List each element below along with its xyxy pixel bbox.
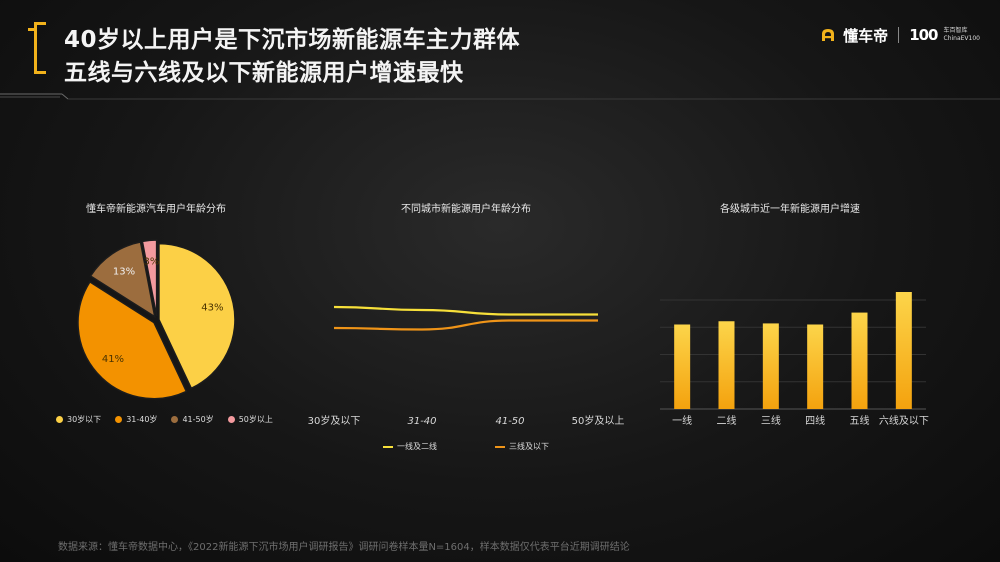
dongchedi-logo-icon [822,29,835,41]
brand-logos: 懂车帝 100 车百智库 ChinaEV100 [819,23,980,47]
chinaev100-sub-en: ChinaEV100 [943,35,981,42]
pie-legend-label-3: 50岁以上 [238,415,273,424]
pie-legend-item: 30岁以下 [56,414,101,425]
chinaev100-badge: 100 [909,26,938,44]
pie-legend-swatch-2 [171,416,179,423]
pie-legend-swatch-0 [56,416,63,423]
line-legend-swatch-1 [495,445,505,448]
pie-data-label-1: 41% [102,354,124,365]
line-x-tick-label-2: 41-50 [495,416,524,427]
bar-2 [762,323,779,409]
bar-x-tick-label-0: 一线 [672,414,692,427]
pie-legend-swatch-3 [227,416,235,423]
pie-legend-item: 50岁以上 [227,414,273,425]
bar-x-tick-label-5: 六线及以下 [879,414,929,427]
line-legend-item: 一线及二线 [383,441,437,452]
pie-legend-label-1: 31-40岁 [126,415,158,424]
brand-name: 懂车帝 [843,26,889,45]
title-bracket-tick [28,28,36,31]
chinaev100-sub: 车百智库 ChinaEV100 [944,27,981,43]
pie-legend: 30岁以下 31-40岁 41-50岁 50岁以上 [56,414,273,425]
title-bracket [34,22,46,74]
bar-chart-title: 各级城市近一年新能源用户增速 [720,204,860,215]
bar-3 [807,324,824,409]
header: 40岁以上用户是下沉市场新能源车主力群体 五线与六线及以下新能源用户增速最快 懂… [0,0,1000,100]
line-legend-swatch-0 [383,445,393,448]
line-series-1 [333,319,598,331]
pie-chart-title: 懂车帝新能源汽车用户年龄分布 [86,204,226,215]
bar-x-tick-label-3: 四线 [805,414,825,427]
pie-legend-item: 31-40岁 [115,414,157,425]
bar-1 [718,321,735,409]
header-divider [0,93,1000,100]
bar-x-tick-label-4: 五线 [850,414,870,427]
brand-separator [898,27,900,43]
pie-legend-label-0: 30岁以下 [67,415,102,424]
pie-data-label-0: 43% [201,303,223,314]
line-legend-label-1: 三线及以下 [509,442,549,451]
page-title: 40岁以上用户是下沉市场新能源车主力群体 [64,27,521,53]
bar-4 [851,312,868,409]
line-legend-item: 三线及以下 [495,441,549,452]
source-note: 数据来源：懂车帝数据中心，《2022新能源下沉市场用户调研报告》调研问卷样本量N… [58,542,630,553]
line-chart-title: 不同城市新能源用户年龄分布 [401,204,531,215]
page-subtitle: 五线与六线及以下新能源用户增速最快 [64,60,464,86]
line-x-tick-label-3: 50岁及以上 [572,414,625,427]
bar-0 [674,324,691,409]
pie-legend-label-2: 41-50岁 [182,415,214,424]
line-legend: 一线及二线 三线及以下 [383,441,549,452]
pie-slice-3 [141,239,158,317]
chinaev100-sub-cn: 车百智库 [943,27,968,34]
line-x-tick-label-0: 30岁及以下 [308,414,361,427]
pie-slice-1 [77,280,188,400]
pie-data-label-3: 3% [144,257,160,268]
pie-legend-item: 41-50岁 [171,414,214,425]
bar-5 [895,292,912,409]
pie-data-label-2: 13% [113,266,135,277]
pie-slice-2 [89,241,156,319]
line-legend-label-0: 一线及二线 [397,442,437,451]
pie-slice-0 [158,242,236,390]
line-x-tick-label-1: 31-40 [407,416,436,427]
line-series-0 [333,305,598,316]
bar-x-tick-label-1: 二线 [717,414,737,427]
pie-legend-swatch-1 [115,416,123,423]
bar-x-tick-label-2: 三线 [761,414,781,427]
